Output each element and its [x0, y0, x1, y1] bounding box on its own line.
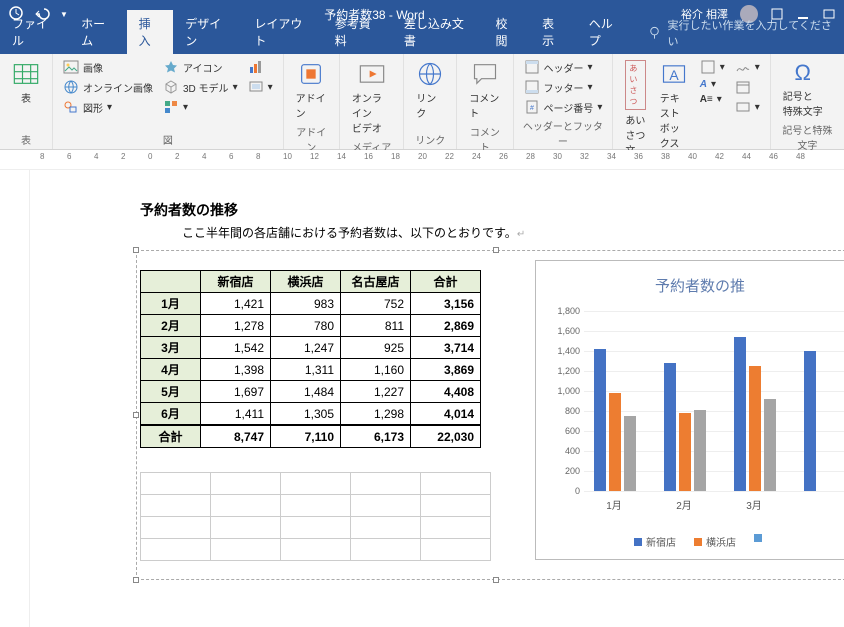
tab-help[interactable]: ヘルプ: [577, 10, 635, 54]
heading-text: 予約者数の推移: [140, 200, 238, 220]
ribbon-group-text: あいさつあいさつ 文 Aテキスト ボックス ▾ A ▾ A≡ ▾ ▾ ▾ テキス…: [613, 54, 770, 149]
tab-home[interactable]: ホーム: [69, 10, 127, 54]
group-label: 表: [8, 130, 44, 147]
tab-file[interactable]: ファイル: [0, 10, 69, 54]
chart-plot-area: [584, 311, 844, 491]
object-button[interactable]: ▾: [733, 98, 762, 116]
comment-button[interactable]: コメント: [465, 58, 504, 122]
greeting-button[interactable]: あいさつあいさつ 文: [621, 58, 649, 159]
group-label: ヘッダーとフッター: [522, 116, 605, 148]
paragraph-mark-icon: ↵: [517, 229, 525, 240]
ribbon-group-media: オンライン ビデオ メディア: [340, 54, 404, 149]
insert-smartart-button[interactable]: ▾: [161, 98, 240, 116]
insert-table-button[interactable]: 表: [8, 58, 44, 107]
picture-icon: [63, 59, 79, 75]
tab-review[interactable]: 校閲: [484, 10, 531, 54]
empty-grid[interactable]: [140, 472, 491, 561]
cube-icon: [163, 79, 179, 95]
data-table[interactable]: 新宿店横浜店名古屋店合計1月1,4219837523,1562月1,278780…: [140, 270, 481, 448]
header-button[interactable]: ヘッダー ▾: [522, 58, 605, 76]
tab-view[interactable]: 表示: [530, 10, 577, 54]
insert-3dmodel-button[interactable]: 3D モデル ▾: [161, 78, 240, 96]
tab-references[interactable]: 参考資料: [323, 10, 392, 54]
svg-text:#: #: [530, 105, 534, 112]
document-area: 予約者数の推移 ここ半年間の各店舗における予約者数は、以下のとおりです。↵ 新宿…: [0, 170, 844, 627]
insert-chart-button[interactable]: [246, 58, 275, 76]
chart-icon: [248, 59, 264, 75]
svg-text:A: A: [669, 67, 679, 83]
textbox-button[interactable]: Aテキスト ボックス: [656, 58, 692, 152]
pagenum-icon: #: [524, 99, 540, 115]
ribbon-group-symbols: Ω記号と 特殊文字 記号と特殊文字: [771, 54, 844, 149]
lightbulb-icon: [647, 25, 662, 41]
ribbon-group-comments: コメント コメント: [457, 54, 513, 149]
shapes-icon: [63, 99, 79, 115]
textbox-icon: A: [660, 60, 688, 88]
chart-legend: 新宿店横浜店: [536, 534, 844, 549]
dropcap-button[interactable]: A≡ ▾: [698, 93, 727, 106]
ribbon-tabs: ファイル ホーム 挿入 デザイン レイアウト 参考資料 差し込み文書 校閲 表示…: [0, 28, 844, 54]
header-icon: [524, 59, 540, 75]
ribbon-group-header-footer: ヘッダー ▾ フッター ▾ #ページ番号 ▾ ヘッダーとフッター: [514, 54, 614, 149]
online-picture-icon: [63, 79, 79, 95]
footer-button[interactable]: フッター ▾: [522, 78, 605, 96]
vertical-ruler[interactable]: [0, 170, 30, 627]
screenshot-icon: [248, 79, 264, 95]
tell-me-placeholder: 実行したい作業を入力してください: [668, 17, 832, 49]
group-label: 記号と特殊文字: [779, 120, 836, 152]
page-number-button[interactable]: #ページ番号 ▾: [522, 98, 605, 116]
group-label: リンク: [412, 130, 448, 147]
ribbon: 表 表 画像 オンライン画像 図形 ▾ アイコン 3D モデル ▾ ▾ ▾ 図 …: [0, 54, 844, 150]
group-label: 図: [61, 130, 275, 147]
insert-icons-button[interactable]: アイコン: [161, 58, 240, 76]
page: 予約者数の推移 ここ半年間の各店舗における予約者数は、以下のとおりです。↵ 新宿…: [30, 170, 844, 627]
embedded-chart[interactable]: 予約者数の推 02004006008001,0001,2001,4001,600…: [535, 260, 844, 560]
tell-me-search[interactable]: 実行したい作業を入力してください: [635, 17, 844, 54]
ribbon-group-addins: アドイン アドイン: [284, 54, 340, 149]
link-icon: [416, 60, 444, 88]
insert-picture-button[interactable]: 画像: [61, 58, 155, 76]
insert-screenshot-button[interactable]: ▾: [246, 78, 275, 96]
smartart-icon: [163, 99, 179, 115]
ribbon-group-links: リンク リンク: [404, 54, 457, 149]
paragraph-text: ここ半年間の各店舗における予約者数は、以下のとおりです。↵: [182, 224, 525, 241]
comment-icon: [471, 60, 499, 88]
footer-icon: [524, 79, 540, 95]
quickparts-button[interactable]: ▾: [698, 58, 727, 76]
chart-title: 予約者数の推: [536, 261, 844, 302]
ribbon-group-illustrations: 画像 オンライン画像 図形 ▾ アイコン 3D モデル ▾ ▾ ▾ 図: [53, 54, 284, 149]
icons-icon: [163, 59, 179, 75]
addin-icon: [297, 60, 325, 88]
symbol-button[interactable]: Ω記号と 特殊文字: [779, 58, 827, 120]
tab-insert[interactable]: 挿入: [127, 10, 174, 54]
link-button[interactable]: リンク: [412, 58, 448, 122]
ribbon-group-tables: 表 表: [0, 54, 53, 149]
wordart-button[interactable]: A ▾: [698, 78, 727, 91]
signature-button[interactable]: ▾: [733, 58, 762, 76]
insert-online-picture-button[interactable]: オンライン画像: [61, 78, 155, 96]
online-video-button[interactable]: オンライン ビデオ: [348, 58, 395, 137]
tab-design[interactable]: デザイン: [173, 10, 242, 54]
datetime-button[interactable]: [733, 78, 762, 96]
tab-mailings[interactable]: 差し込み文書: [392, 10, 484, 54]
addins-button[interactable]: アドイン: [292, 58, 331, 122]
tab-layout[interactable]: レイアウト: [242, 10, 322, 54]
horizontal-ruler[interactable]: 8642024681012141618202224262830323436384…: [0, 150, 844, 170]
insert-shapes-button[interactable]: 図形 ▾: [61, 98, 155, 116]
video-icon: [358, 60, 386, 88]
